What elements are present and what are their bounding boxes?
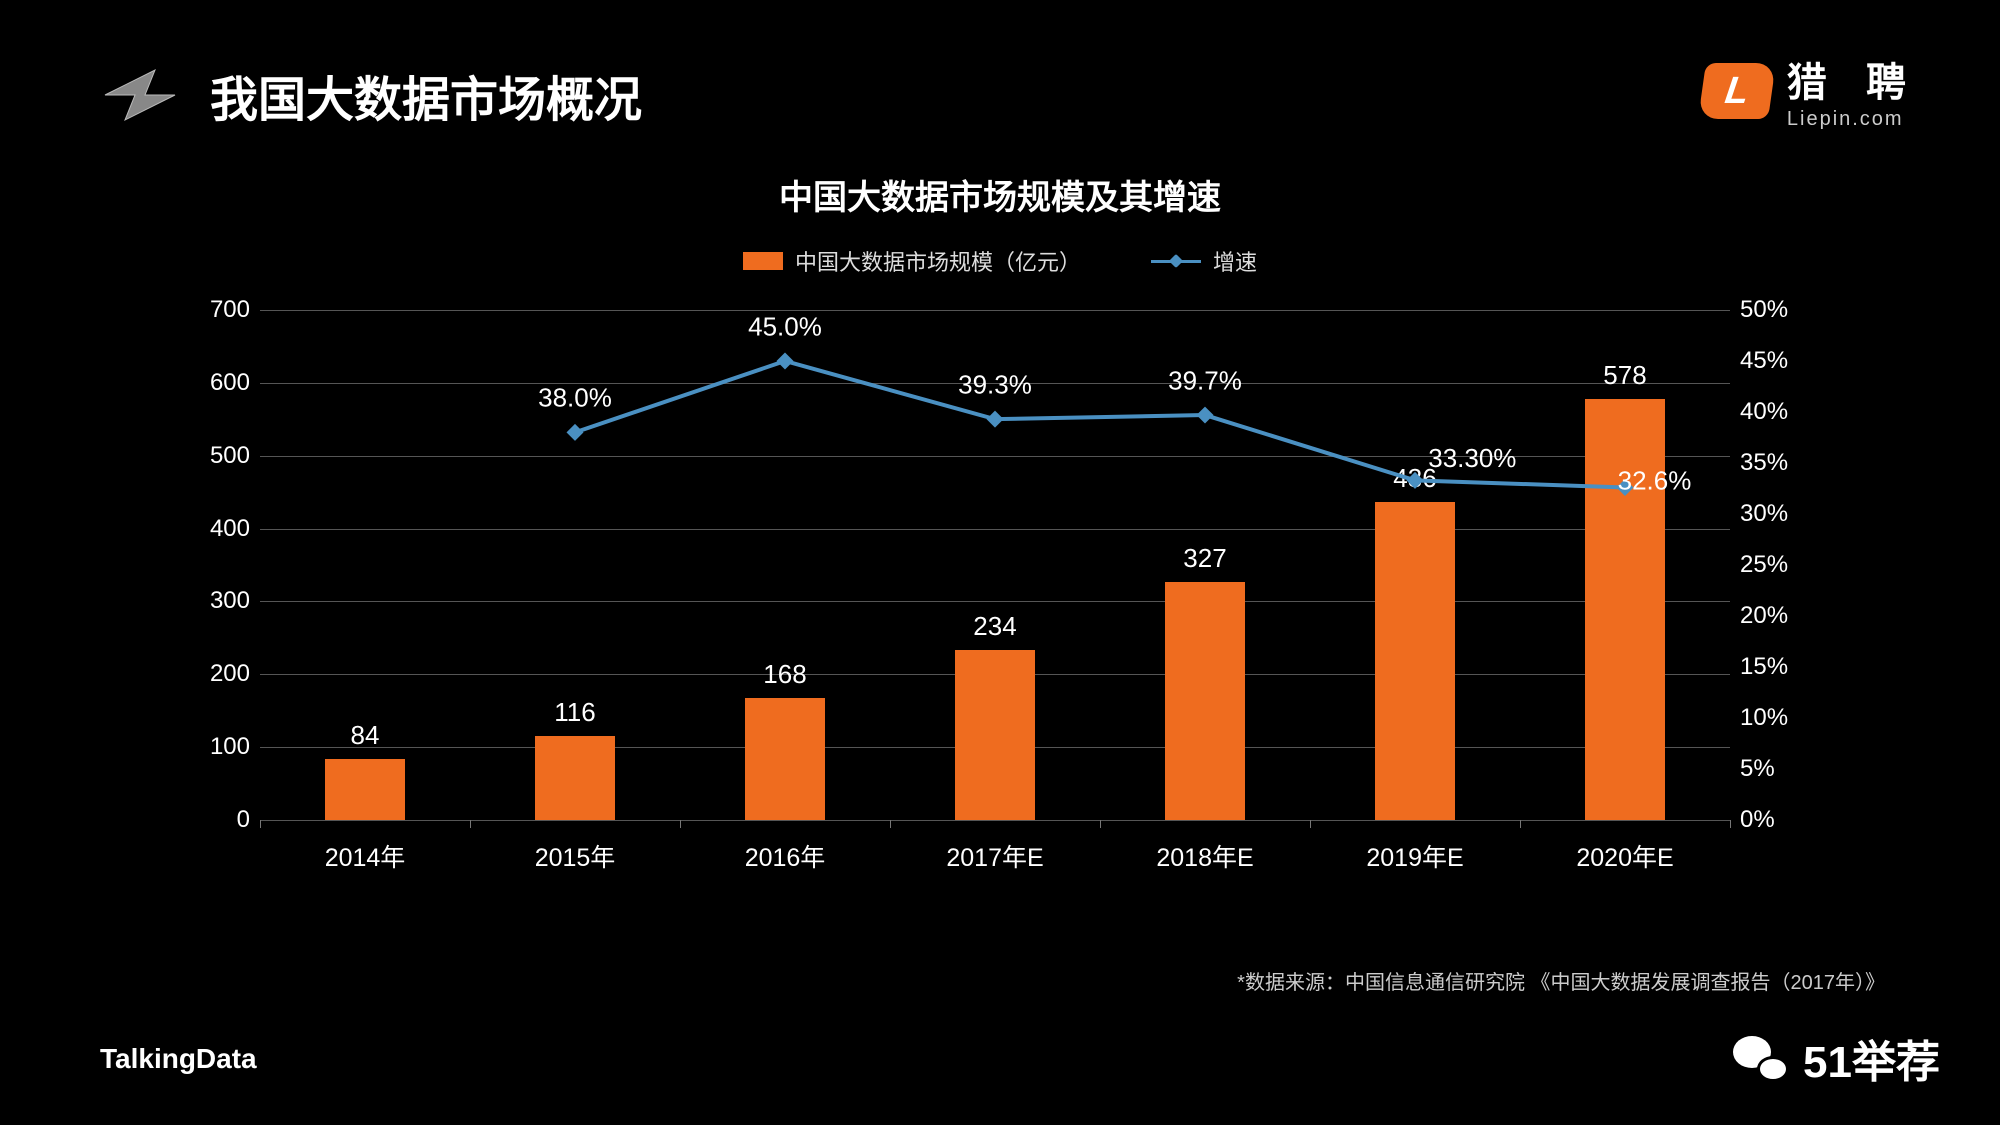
- x-axis-label: 2016年: [745, 838, 826, 874]
- x-tick: [260, 820, 261, 828]
- footer-right-text: 51举荐: [1803, 1026, 1940, 1090]
- y-right-tick-label: 10%: [1740, 704, 1810, 732]
- x-tick: [1730, 820, 1731, 828]
- y-right-tick-label: 0%: [1740, 806, 1810, 834]
- x-tick: [1310, 820, 1311, 828]
- chart-area: 01002003004005006007000%5%10%15%20%25%30…: [200, 300, 1800, 900]
- y-right-tick-label: 20%: [1740, 602, 1810, 630]
- y-left-tick-label: 200: [190, 660, 250, 688]
- legend-bar-label: 中国大数据市场规模（亿元）: [795, 245, 1081, 277]
- brand-logo: L 猎 聘 Liepin.com: [1702, 50, 1920, 131]
- page-title: 我国大数据市场概况: [210, 60, 642, 130]
- y-right-tick-label: 50%: [1740, 296, 1810, 324]
- y-left-tick-label: 0: [190, 806, 250, 834]
- brand-logo-mark: L: [1698, 63, 1776, 119]
- x-axis-label: 2020年E: [1576, 838, 1673, 874]
- legend-bar-swatch: [743, 252, 783, 270]
- chart-plot: 01002003004005006007000%5%10%15%20%25%30…: [260, 310, 1730, 820]
- chart-legend: 中国大数据市场规模（亿元） 增速: [0, 245, 2000, 277]
- header-arrow-icon: [100, 65, 180, 125]
- brand-logo-text: 猎 聘 Liepin.com: [1787, 50, 1920, 131]
- data-source: *数据来源：中国信息通信研究院 《中国大数据发展调查报告（2017年）》: [1237, 966, 1885, 995]
- y-right-tick-label: 45%: [1740, 347, 1810, 375]
- y-right-tick-label: 5%: [1740, 755, 1810, 783]
- chart-title: 中国大数据市场规模及其增速: [0, 170, 2000, 219]
- line-value-label: 39.3%: [958, 370, 1032, 401]
- line-value-label: 33.30%: [1428, 443, 1516, 474]
- x-tick: [890, 820, 891, 828]
- x-tick: [1520, 820, 1521, 828]
- y-right-tick-label: 25%: [1740, 551, 1810, 579]
- line-value-label: 32.6%: [1618, 466, 1692, 497]
- legend-item-line: 增速: [1151, 245, 1257, 277]
- brand-logo-en: Liepin.com: [1787, 108, 1920, 131]
- y-left-tick-label: 500: [190, 442, 250, 470]
- x-axis-label: 2015年: [535, 838, 616, 874]
- line-value-label: 45.0%: [748, 311, 822, 342]
- y-right-tick-label: 35%: [1740, 449, 1810, 477]
- gridline: [260, 820, 1730, 821]
- brand-logo-cn: 猎 聘: [1787, 50, 1920, 108]
- legend-line-swatch: [1151, 260, 1201, 263]
- wechat-icon: [1733, 1030, 1789, 1086]
- y-left-tick-label: 600: [190, 369, 250, 397]
- y-left-tick-label: 300: [190, 587, 250, 615]
- legend-line-label: 增速: [1213, 245, 1257, 277]
- x-tick: [680, 820, 681, 828]
- y-left-tick-label: 700: [190, 296, 250, 324]
- x-tick: [1100, 820, 1101, 828]
- y-left-tick-label: 400: [190, 515, 250, 543]
- footer-right-brand: 51举荐: [1733, 1026, 1940, 1090]
- x-tick: [470, 820, 471, 828]
- x-axis-label: 2019年E: [1366, 838, 1463, 874]
- footer-left-brand: TalkingData: [100, 1043, 257, 1075]
- y-right-tick-label: 30%: [1740, 500, 1810, 528]
- y-right-tick-label: 40%: [1740, 398, 1810, 426]
- y-right-tick-label: 15%: [1740, 653, 1810, 681]
- x-axis-label: 2014年: [325, 838, 406, 874]
- header: 我国大数据市场概况: [100, 60, 642, 130]
- y-left-tick-label: 100: [190, 733, 250, 761]
- line-value-label: 38.0%: [538, 383, 612, 414]
- x-axis-label: 2018年E: [1156, 838, 1253, 874]
- legend-item-bar: 中国大数据市场规模（亿元）: [743, 245, 1081, 277]
- x-axis-label: 2017年E: [946, 838, 1043, 874]
- line-value-label: 39.7%: [1168, 365, 1242, 396]
